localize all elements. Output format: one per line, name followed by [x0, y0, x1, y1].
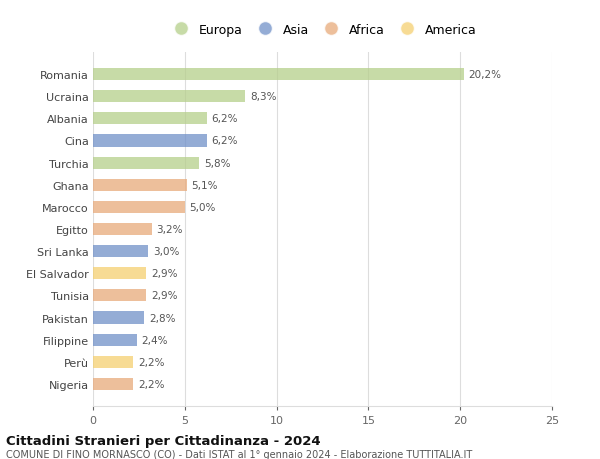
- Bar: [93, 268, 146, 280]
- Bar: [93, 312, 145, 324]
- Text: 5,8%: 5,8%: [204, 158, 230, 168]
- Text: 2,9%: 2,9%: [151, 291, 178, 301]
- Bar: [93, 290, 146, 302]
- Text: 5,0%: 5,0%: [190, 202, 216, 213]
- Bar: [93, 202, 185, 213]
- Bar: [93, 334, 137, 346]
- Text: 6,2%: 6,2%: [211, 136, 238, 146]
- Bar: [93, 179, 187, 191]
- Text: 8,3%: 8,3%: [250, 92, 277, 102]
- Bar: [93, 113, 207, 125]
- Bar: [93, 135, 207, 147]
- Bar: [93, 224, 152, 235]
- Bar: [93, 157, 199, 169]
- Bar: [93, 356, 133, 368]
- Text: 2,4%: 2,4%: [142, 335, 168, 345]
- Bar: [93, 69, 464, 81]
- Bar: [93, 91, 245, 103]
- Legend: Europa, Asia, Africa, America: Europa, Asia, Africa, America: [169, 24, 476, 37]
- Text: 20,2%: 20,2%: [469, 70, 502, 80]
- Text: Cittadini Stranieri per Cittadinanza - 2024: Cittadini Stranieri per Cittadinanza - 2…: [6, 434, 320, 447]
- Text: 5,1%: 5,1%: [191, 180, 218, 190]
- Text: 2,9%: 2,9%: [151, 269, 178, 279]
- Text: 6,2%: 6,2%: [211, 114, 238, 124]
- Text: 2,8%: 2,8%: [149, 313, 175, 323]
- Text: COMUNE DI FINO MORNASCO (CO) - Dati ISTAT al 1° gennaio 2024 - Elaborazione TUTT: COMUNE DI FINO MORNASCO (CO) - Dati ISTA…: [6, 449, 472, 459]
- Text: 3,0%: 3,0%: [152, 246, 179, 257]
- Text: 2,2%: 2,2%: [138, 357, 164, 367]
- Bar: [93, 246, 148, 257]
- Bar: [93, 378, 133, 390]
- Text: 3,2%: 3,2%: [157, 224, 183, 235]
- Text: 2,2%: 2,2%: [138, 379, 164, 389]
